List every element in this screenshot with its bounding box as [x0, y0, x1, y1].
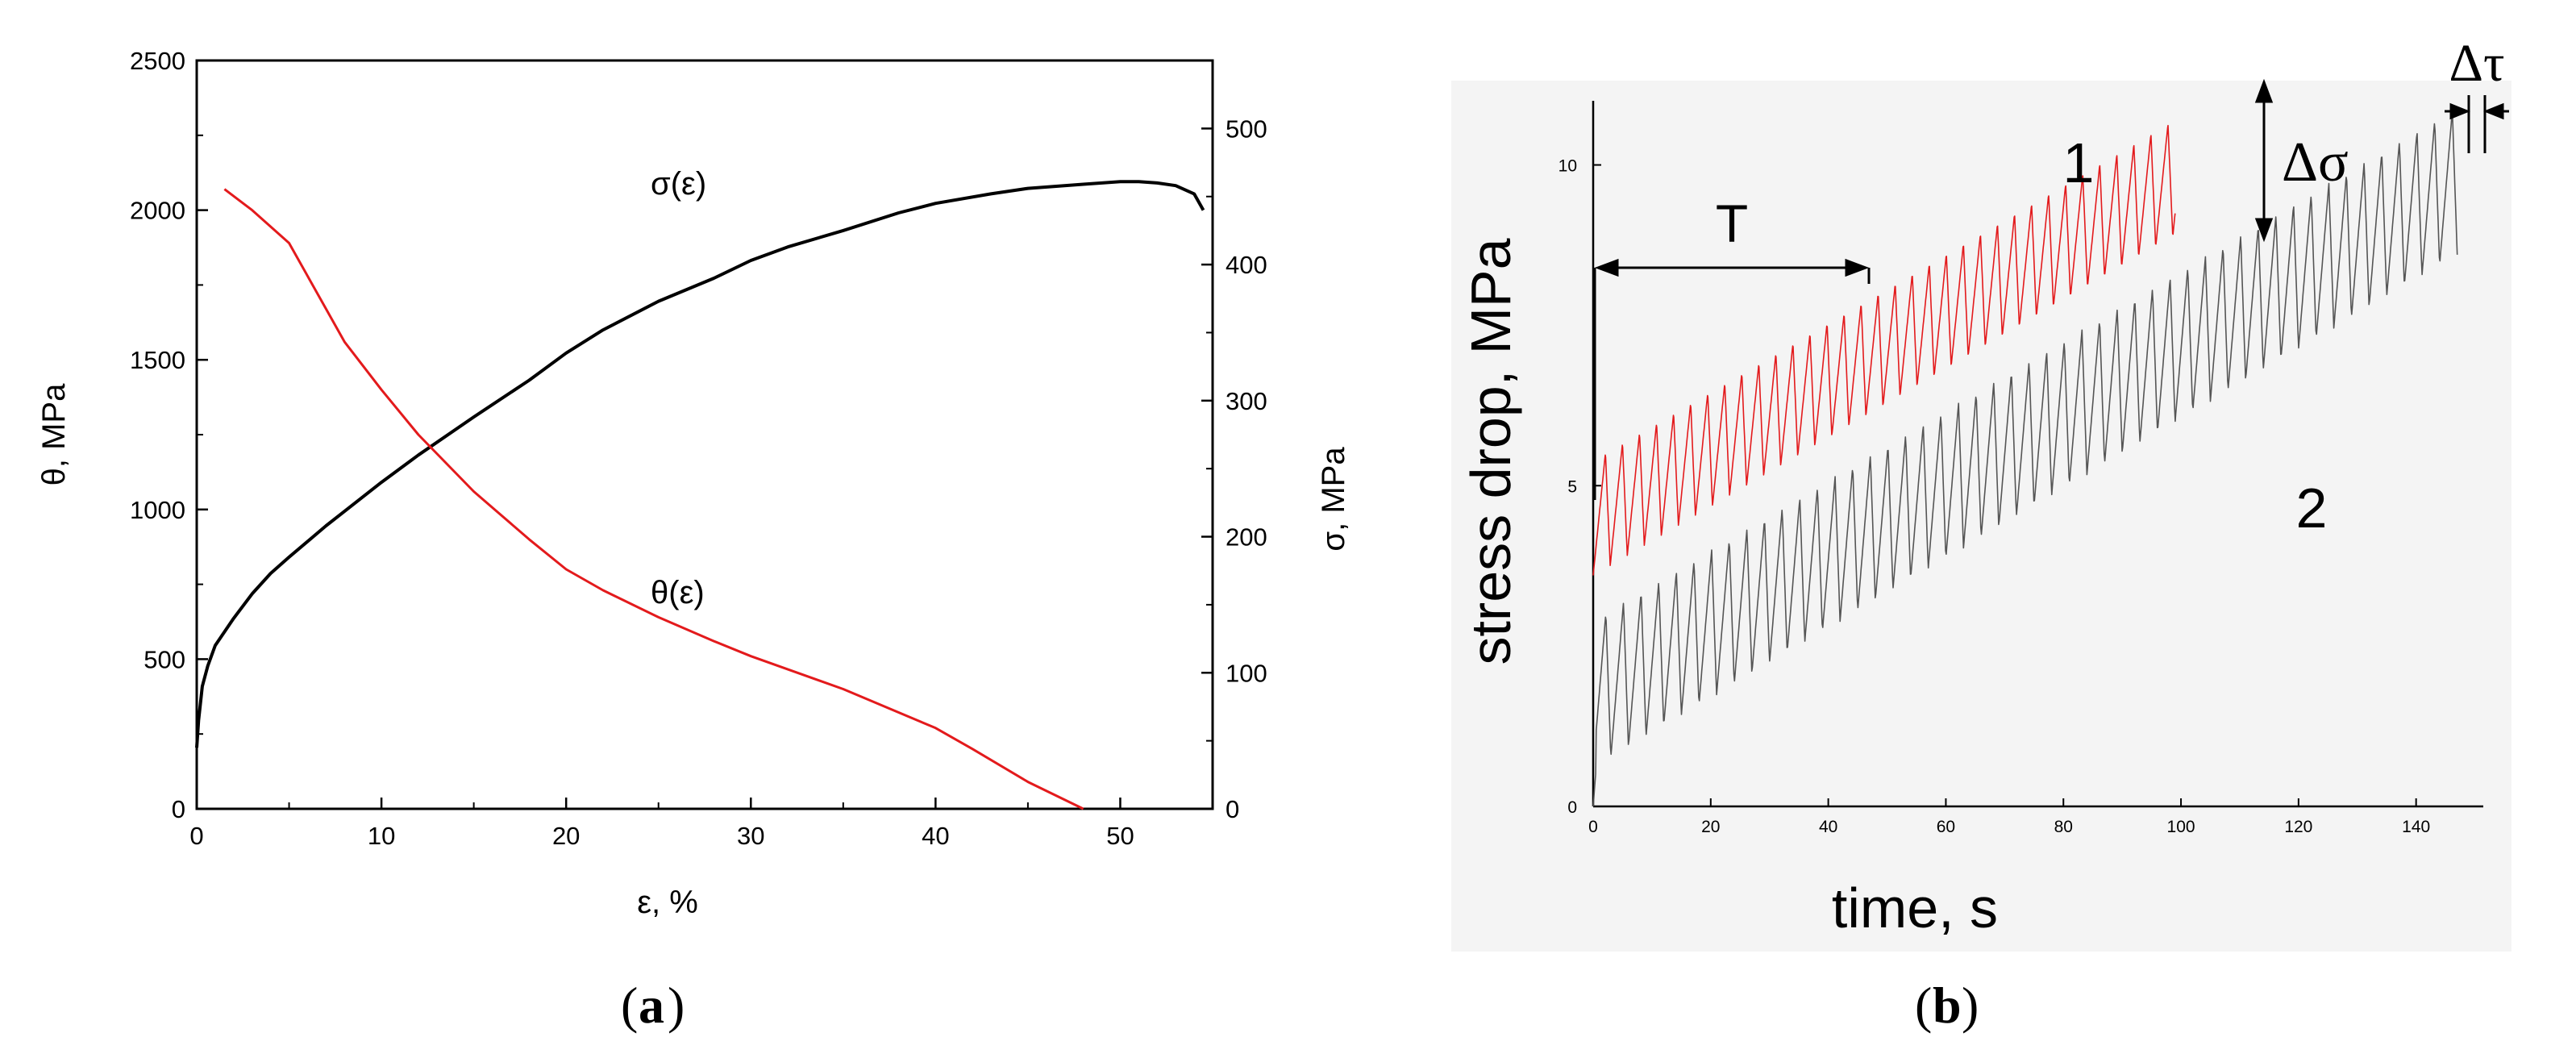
a-right-tick-label: 500 [1226, 115, 1267, 143]
curve-2-label: 2 [2296, 477, 2328, 539]
a-right-tick-label: 300 [1226, 387, 1267, 415]
a-left-tick-label: 2500 [130, 47, 185, 75]
a-left-tick-label: 1000 [130, 496, 185, 524]
b-x-tick-label: 100 [2167, 818, 2195, 836]
b-y-tick-label: 0 [1567, 798, 1577, 817]
b-series-line-2 [1592, 109, 2458, 807]
panel-a-theta-curve-label: θ(ε) [651, 575, 705, 610]
panel-b-series [1592, 109, 2458, 807]
panel-a-caption: ( a ) [621, 977, 685, 1034]
panel-b-x-axis-label: time, s [1832, 877, 1998, 939]
a-series-line-sigma [195, 180, 1205, 748]
b-x-tick-label: 40 [1819, 818, 1837, 836]
panel-b-x-ticks: 0 20 40 60 80 100 120 140 [1588, 798, 2430, 836]
panel-a-series [195, 180, 1205, 810]
a-left-tick-label: 500 [144, 645, 185, 673]
a-series-line-theta [223, 188, 1084, 810]
curve-1-label: 1 [2063, 131, 2095, 194]
panel-a-caption-close: ) [668, 977, 685, 1034]
panel-b-caption: ( b ) [1915, 977, 1979, 1034]
amplitude-label: Δσ [2282, 131, 2349, 194]
period-arrow [1593, 258, 1871, 500]
amplitude-arrow [2254, 78, 2274, 243]
b-series-line-1 [1592, 124, 2176, 576]
a-x-tick-label: 30 [737, 822, 764, 850]
panel-b-caption-letter: b [1933, 977, 1962, 1034]
a-left-tick-label: 1500 [130, 346, 185, 374]
panel-a-caption-open: ( [621, 977, 638, 1034]
panel-a-left-y-axis-label: θ, MPa [36, 383, 72, 485]
panel-b-caption-open: ( [1915, 977, 1932, 1034]
panel-a-left-y-ticks: 0 500 1000 1500 2000 2500 [130, 47, 208, 823]
a-left-tick-label: 0 [172, 795, 185, 823]
a-left-tick-label: 2000 [130, 197, 185, 225]
interval-arrow [2445, 95, 2509, 153]
panel-a-chart: 0 10 20 30 40 50 0 500 1000 1500 2000 2500 0 100 200… [36, 47, 1351, 1034]
panel-a-x-ticks: 0 10 20 30 40 50 [189, 798, 1134, 850]
period-label: T [1716, 194, 1748, 253]
panel-b-y-axis-label: stress drop, MPa [1459, 238, 1522, 664]
a-x-tick-label: 50 [1106, 822, 1134, 850]
interval-label: Δτ [2449, 34, 2505, 93]
a-right-tick-label: 100 [1226, 659, 1267, 687]
a-right-tick-label: 400 [1226, 251, 1267, 279]
a-right-tick-label: 0 [1226, 795, 1239, 823]
panel-b-chart: 0 20 40 60 80 100 120 140 0 5 10 T Δσ Δτ [1451, 34, 2511, 1034]
b-x-tick-label: 60 [1937, 818, 1955, 836]
b-x-tick-label: 80 [2054, 818, 2073, 836]
panel-b-background [1451, 81, 2511, 952]
panel-a-right-y-ticks: 0 100 200 300 400 500 [1201, 60, 1267, 823]
panel-a-x-axis-label: ε, % [637, 885, 698, 920]
panel-b-y-ticks: 0 5 10 [1559, 157, 1601, 817]
b-x-tick-label: 0 [1588, 818, 1598, 836]
b-x-tick-label: 120 [2284, 818, 2312, 836]
panel-a-sigma-curve-label: σ(ε) [651, 166, 706, 202]
b-y-tick-label: 5 [1567, 477, 1577, 496]
b-x-tick-label: 20 [1701, 818, 1720, 836]
b-y-tick-label: 10 [1559, 157, 1577, 176]
b-x-tick-label: 140 [2402, 818, 2430, 836]
a-x-tick-label: 20 [552, 822, 580, 850]
panel-a-right-y-axis-label: σ, MPa [1316, 447, 1351, 552]
panel-a-caption-letter: a [639, 977, 664, 1034]
a-x-tick-label: 0 [189, 822, 203, 850]
panel-b-caption-close: ) [1962, 977, 1979, 1034]
a-x-tick-label: 10 [368, 822, 395, 850]
a-right-tick-label: 200 [1226, 523, 1267, 552]
a-x-tick-label: 40 [922, 822, 949, 850]
